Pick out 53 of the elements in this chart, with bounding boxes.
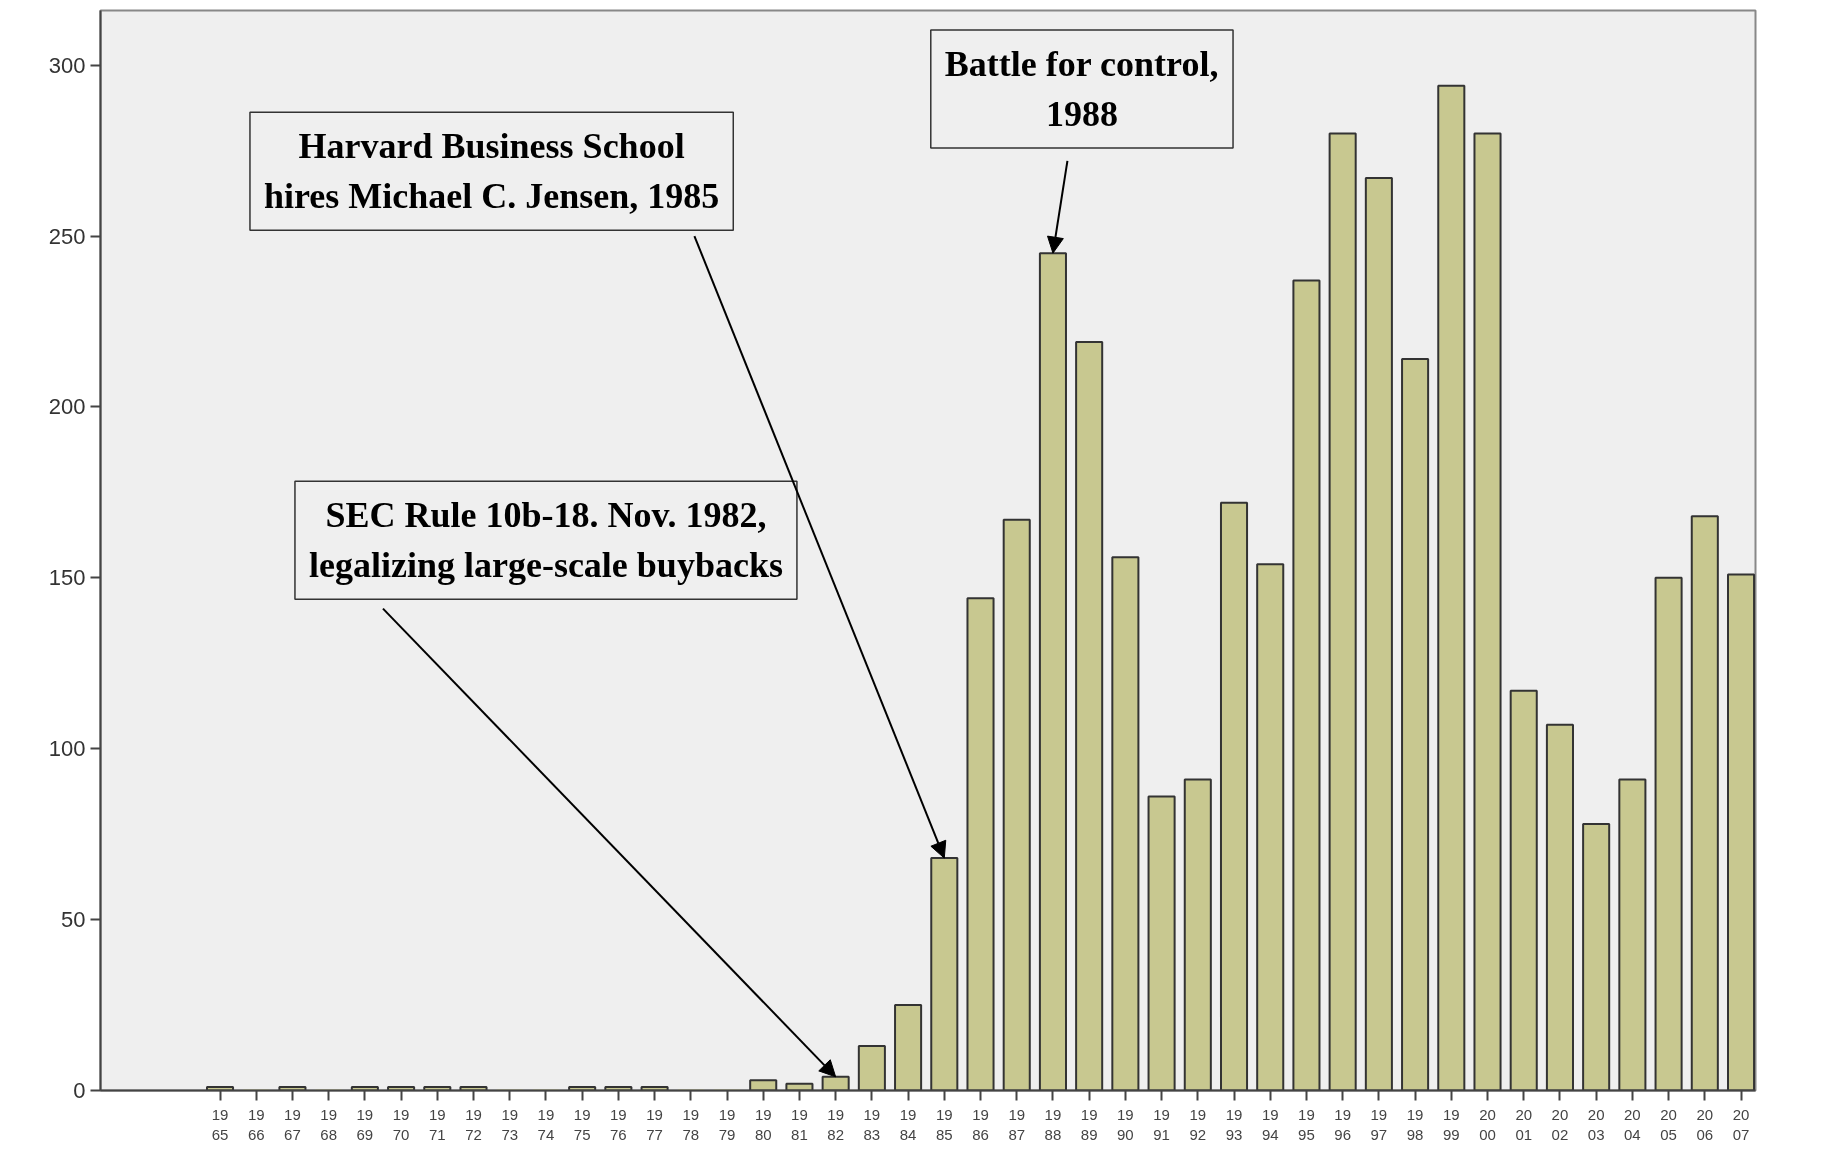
y-tick-label: 50 xyxy=(61,907,86,933)
x-tick-label: 19 83 xyxy=(863,1105,881,1143)
x-tick-label: 19 98 xyxy=(1406,1105,1424,1143)
x-tick-label: 19 71 xyxy=(428,1105,446,1143)
x-tick-label: 20 02 xyxy=(1551,1105,1569,1143)
x-tick-label: 19 97 xyxy=(1370,1105,1388,1143)
y-tick-label: 0 xyxy=(73,1078,86,1103)
x-tick-label: 19 95 xyxy=(1298,1105,1315,1143)
x-tick-label: 19 91 xyxy=(1153,1105,1170,1143)
x-tick-label: 19 74 xyxy=(537,1105,555,1143)
x-tick-label: 19 70 xyxy=(392,1105,410,1143)
x-tick-label: 20 01 xyxy=(1515,1105,1533,1143)
x-tick-label: 19 68 xyxy=(320,1105,337,1143)
x-tick-label: 19 87 xyxy=(1008,1105,1026,1143)
x-tick-label: 20 03 xyxy=(1587,1105,1605,1143)
x-tick-label: 19 78 xyxy=(682,1105,700,1143)
x-tick-label: 19 67 xyxy=(284,1105,301,1143)
x-tick-label: 19 94 xyxy=(1261,1105,1279,1143)
x-tick-label: 19 85 xyxy=(935,1105,953,1143)
x-tick-label: 19 92 xyxy=(1189,1105,1207,1143)
x-tick-label: 19 82 xyxy=(827,1105,844,1143)
x-tick-label: 19 90 xyxy=(1117,1105,1134,1143)
x-tick-label: 20 05 xyxy=(1660,1105,1677,1143)
x-tick-label: 20 04 xyxy=(1624,1105,1641,1143)
x-tick-label: 19 81 xyxy=(791,1105,808,1143)
x-tick-label: 19 96 xyxy=(1334,1105,1351,1143)
y-tick-label: 300 xyxy=(48,52,86,78)
x-tick-label: 19 84 xyxy=(899,1105,917,1143)
x-tick-label: 19 72 xyxy=(465,1105,482,1143)
y-tick-label: 150 xyxy=(48,565,86,591)
x-tick-label: 19 66 xyxy=(247,1105,265,1143)
annotation: Battle for control, 1988 xyxy=(944,44,1219,135)
x-tick-label: 19 77 xyxy=(646,1105,663,1143)
x-tick-label: 20 07 xyxy=(1732,1105,1750,1143)
x-tick-label: 19 99 xyxy=(1442,1105,1460,1143)
x-tick-label: 19 75 xyxy=(573,1105,591,1143)
y-tick-label: 100 xyxy=(48,736,86,762)
y-tick-label: 200 xyxy=(48,394,86,420)
x-tick-label: 19 73 xyxy=(501,1105,519,1143)
x-tick-label: 19 69 xyxy=(356,1105,374,1143)
x-tick-label: 20 06 xyxy=(1696,1105,1714,1143)
annotation: Harvard Business School hires Michael C. Jensen, 1985 xyxy=(263,126,720,217)
x-tick-label: 19 89 xyxy=(1080,1105,1098,1143)
x-tick-label: 19 80 xyxy=(754,1105,772,1143)
x-tick-label: 19 65 xyxy=(211,1105,229,1143)
y-tick-label: 250 xyxy=(48,223,86,249)
x-tick-label: 19 76 xyxy=(610,1105,627,1143)
x-tick-label: 19 88 xyxy=(1044,1105,1062,1143)
x-tick-label: 19 86 xyxy=(972,1105,989,1143)
x-tick-label: 20 00 xyxy=(1479,1105,1496,1143)
annotation: SEC Rule 10b-18. Nov. 1982, legalizing large-scale buybacks xyxy=(308,495,783,586)
x-tick-label: 19 93 xyxy=(1225,1105,1243,1143)
x-tick-label: 19 79 xyxy=(718,1105,736,1143)
